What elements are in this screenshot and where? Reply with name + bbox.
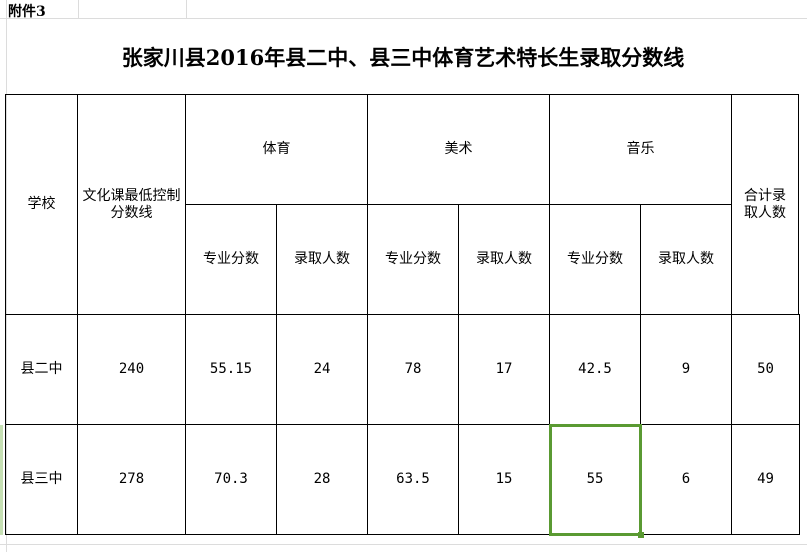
header-culture-min[interactable]: 文化课最低控制分数线 [77,94,186,315]
header-sports-score[interactable]: 专业分数 [185,204,277,315]
fill-handle[interactable] [638,532,644,538]
cell-art-score[interactable]: 78 [367,314,459,425]
header-sports-admitted[interactable]: 录取人数 [276,204,368,315]
cell-art-score[interactable]: 63.5 [367,424,459,535]
cell-music-admitted[interactable]: 9 [640,314,732,425]
cell-art-admitted[interactable]: 15 [458,424,550,535]
cell-culture-min[interactable]: 240 [77,314,186,425]
header-art[interactable]: 美术 [367,94,550,205]
header-school[interactable]: 学校 [5,94,78,315]
cell-sports-score[interactable]: 70.3 [185,424,277,535]
row-highlight [0,425,3,535]
gridline [78,0,79,18]
gridline [0,544,807,545]
gridline [0,18,807,19]
attachment-note: 附件3 [8,4,46,20]
header-music-score[interactable]: 专业分数 [549,204,641,315]
gridline [6,0,7,552]
header-art-admitted[interactable]: 录取人数 [458,204,550,315]
cell-school[interactable]: 县二中 [5,314,78,425]
cell-sports-score[interactable]: 55.15 [185,314,277,425]
header-sports[interactable]: 体育 [185,94,368,205]
selected-cell-outline [549,424,642,536]
cell-music-score[interactable]: 42.5 [549,314,641,425]
header-art-score[interactable]: 专业分数 [367,204,459,315]
header-music[interactable]: 音乐 [549,94,732,205]
cell-art-admitted[interactable]: 17 [458,314,550,425]
header-music-admitted[interactable]: 录取人数 [640,204,732,315]
cell-culture-min[interactable]: 278 [77,424,186,535]
cell-music-admitted[interactable]: 6 [640,424,732,535]
cell-sports-admitted[interactable]: 24 [276,314,368,425]
cell-sports-admitted[interactable]: 28 [276,424,368,535]
cell-total[interactable]: 49 [731,424,800,535]
gridline [186,0,187,18]
cell-school[interactable]: 县三中 [5,424,78,535]
cell-total[interactable]: 50 [731,314,800,425]
header-total[interactable]: 合计录取人数 [731,94,799,315]
sheet-title: 张家川县2016年县二中、县三中体育艺术特长生录取分数线 [121,44,685,70]
